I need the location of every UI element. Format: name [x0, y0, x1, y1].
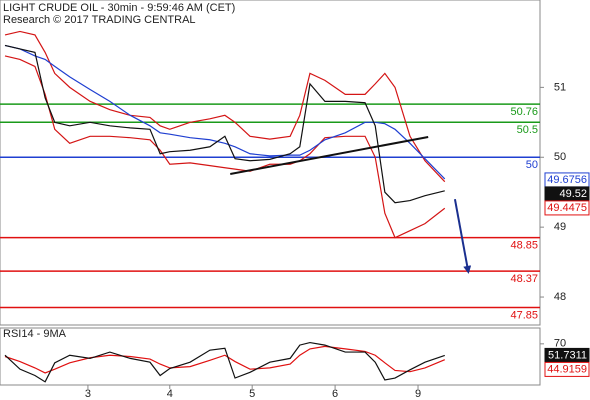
price-label: 49.4475 — [547, 202, 587, 214]
series-line — [4, 30, 446, 183]
x-tick-label: 4 — [167, 388, 173, 400]
price-box — [544, 200, 590, 216]
price-label: 49.52 — [559, 188, 587, 200]
level-label: 50.76 — [510, 106, 538, 118]
x-tick-label: 6 — [332, 388, 338, 400]
x-tick-label: 9 — [415, 388, 421, 400]
series-line — [4, 44, 445, 204]
chart-title: LIGHT CRUDE OIL - 30min - 9:59:46 AM (CE… — [3, 2, 235, 14]
level-label: 48.37 — [510, 273, 538, 285]
y-tick-label: 49 — [554, 221, 566, 233]
level-label: 47.85 — [510, 309, 538, 321]
y-tick-label: 70 — [554, 338, 566, 350]
series-line — [4, 55, 446, 239]
rsi-title: RSI14 - 9MA — [3, 328, 67, 340]
trendline — [230, 136, 429, 176]
x-tick-label: 5 — [249, 388, 255, 400]
main-panel-frame — [0, 0, 541, 326]
series-line — [4, 44, 446, 180]
price-label: 49.6756 — [547, 174, 587, 186]
price-box — [544, 361, 590, 377]
level-label: 50.5 — [517, 124, 538, 136]
series-line — [4, 341, 445, 383]
price-label: 44.9159 — [547, 363, 587, 375]
series-line — [4, 345, 445, 374]
y-tick-label: 50 — [554, 151, 566, 163]
level-label: 50 — [526, 159, 538, 171]
arrow — [453, 199, 472, 274]
price-label: 51.7311 — [548, 349, 587, 361]
rsi-panel-frame — [0, 327, 541, 386]
level-label: 48.85 — [510, 240, 538, 252]
x-tick-label: 3 — [85, 388, 91, 400]
y-tick-label: 48 — [554, 291, 566, 303]
chart-subtitle: Research © 2017 TRADING CENTRAL — [3, 14, 196, 26]
y-tick-label: 51 — [554, 81, 566, 93]
